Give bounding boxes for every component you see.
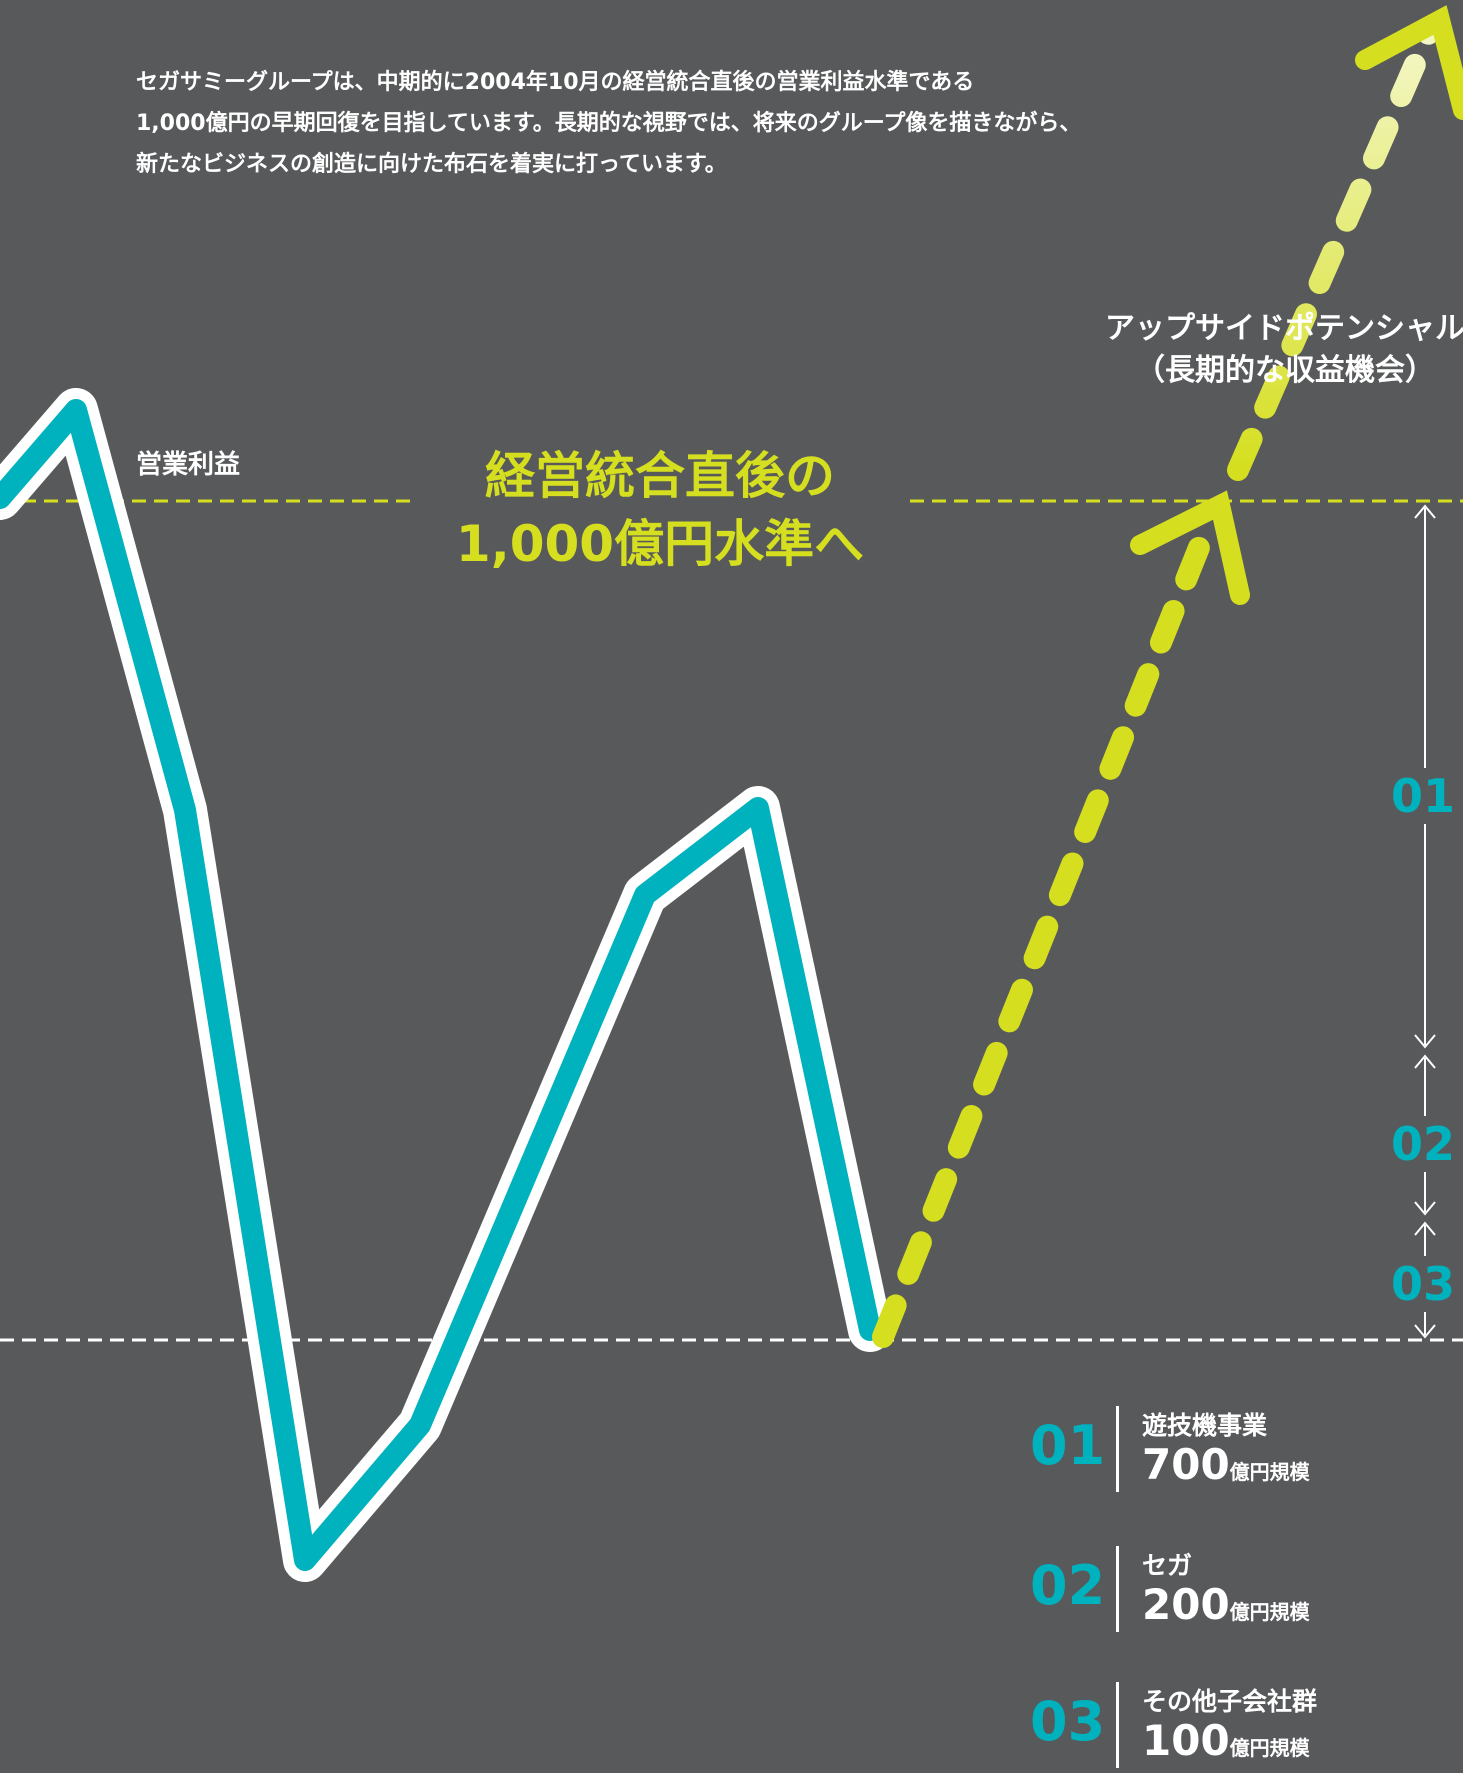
operating-profit-label: 営業利益 (136, 450, 241, 480)
legend-value: 100億円規模 (1142, 1716, 1310, 1773)
recovery-arrow-shaft (872, 509, 1221, 1348)
legend-amount: 100 (1142, 1716, 1230, 1765)
profit-line (0, 399, 881, 1571)
legend-item-01: 01 遊技機事業 700億円規模 (1030, 1406, 1450, 1496)
legend-number: 01 (1030, 1414, 1106, 1477)
intro-line-1: セガサミーグループは、中期的に2004年10月の経営統合直後の営業利益水準である (136, 70, 975, 95)
legend-item-02: 02 セガ 200億円規模 (1030, 1546, 1450, 1636)
legend-value: 200億円規模 (1142, 1580, 1310, 1637)
target-label-line-2: 1,000億円水準へ (455, 515, 865, 573)
legend-item-03: 03 その他子会社群 100億円規模 (1030, 1682, 1450, 1772)
legend-number: 03 (1030, 1690, 1106, 1753)
upside-arrow-head (1355, 5, 1463, 120)
legend-unit: 億円規模 (1229, 1736, 1310, 1760)
upside-label-line-1: アップサイドポテンシャル (1105, 311, 1463, 346)
segment-marker-02: 02 (1390, 1116, 1455, 1172)
target-label-line-1: 経営統合直後の (485, 447, 835, 505)
upside-label: アップサイドポテンシャル （長期的な収益機会） (1100, 308, 1463, 392)
upside-arrow-shaft (1227, 19, 1441, 481)
legend-divider (1116, 1406, 1119, 1492)
segment-marker-01: 01 (1390, 768, 1455, 824)
legend-unit: 億円規模 (1229, 1460, 1310, 1484)
legend-amount: 700 (1142, 1440, 1230, 1489)
segment-marker-03: 03 (1390, 1256, 1455, 1312)
legend-amount: 200 (1142, 1580, 1230, 1629)
upside-label-line-2: （長期的な収益機会） (1135, 353, 1435, 388)
legend-name: セガ (1142, 1551, 1193, 1580)
legend-name: 遊技機事業 (1142, 1411, 1268, 1440)
intro-line-2: 1,000億円の早期回復を目指しています。長期的な視野では、将来のグループ像を描… (136, 111, 1082, 136)
legend-name: その他子会社群 (1142, 1687, 1318, 1716)
legend-unit: 億円規模 (1229, 1600, 1310, 1624)
legend-divider (1116, 1682, 1119, 1768)
recovery-arrow-head (1130, 490, 1250, 605)
legend-divider (1116, 1546, 1119, 1632)
intro-line-3: 新たなビジネスの創造に向けた布石を着実に打っています。 (136, 152, 727, 177)
target-label: 経営統合直後の 1,000億円水準へ (430, 442, 890, 578)
legend-number: 02 (1030, 1554, 1106, 1617)
intro-text: セガサミーグループは、中期的に2004年10月の経営統合直後の営業利益水準である… (136, 62, 1316, 185)
segment-brackets (1414, 504, 1436, 1339)
legend-value: 700億円規模 (1142, 1440, 1310, 1497)
